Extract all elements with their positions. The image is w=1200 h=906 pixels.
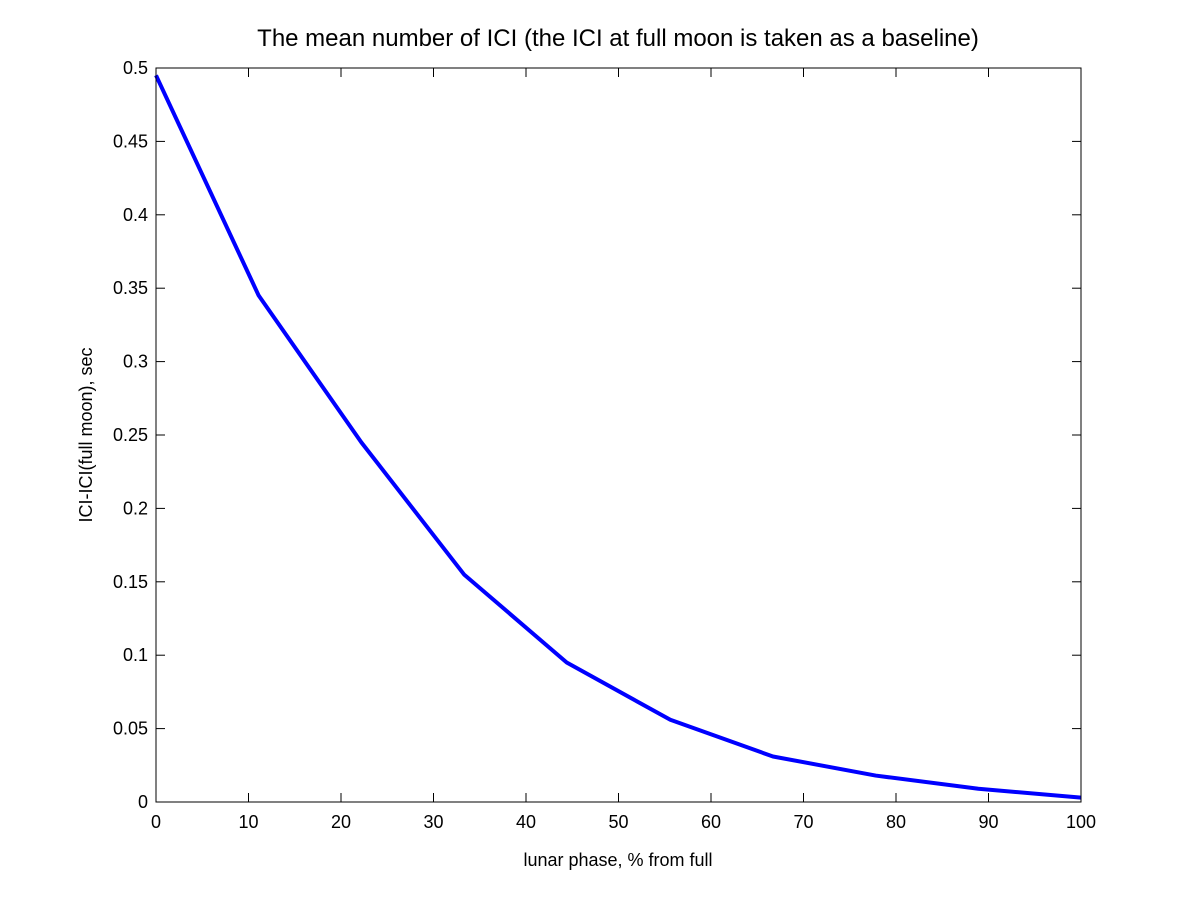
y-tick-label: 0 xyxy=(138,792,148,812)
y-tick-label: 0.1 xyxy=(123,645,148,665)
x-tick-label: 10 xyxy=(238,812,258,832)
y-tick-label: 0.5 xyxy=(123,58,148,78)
axes-box xyxy=(155,67,1082,803)
y-tick-label: 0.15 xyxy=(113,572,148,592)
x-tick-label: 70 xyxy=(793,812,813,832)
y-tick-label: 0.2 xyxy=(123,498,148,518)
x-axis-label: lunar phase, % from full xyxy=(523,850,712,870)
chart-title: The mean number of ICI (the ICI at full … xyxy=(257,25,979,52)
x-tick-label: 90 xyxy=(978,812,998,832)
y-tick-label: 0.35 xyxy=(113,278,148,298)
x-tick-label: 60 xyxy=(701,812,721,832)
x-tick-label: 30 xyxy=(423,812,443,832)
y-tick-label: 0.4 xyxy=(123,205,148,225)
x-tick-label: 20 xyxy=(331,812,351,832)
x-tick-label: 100 xyxy=(1066,812,1096,832)
y-tick-label: 0.25 xyxy=(113,425,148,445)
y-axis-label: ICI-ICI(full moon), sec xyxy=(76,347,96,522)
series-line xyxy=(154,74,1082,800)
y-tick-label: 0.05 xyxy=(113,719,148,739)
x-tick-label: 40 xyxy=(516,812,536,832)
y-tick-label: 0.3 xyxy=(123,352,148,372)
x-tick-label: 0 xyxy=(151,812,161,832)
y-tick-label: 0.45 xyxy=(113,131,148,151)
x-tick-label: 50 xyxy=(608,812,628,832)
x-tick-label: 80 xyxy=(886,812,906,832)
